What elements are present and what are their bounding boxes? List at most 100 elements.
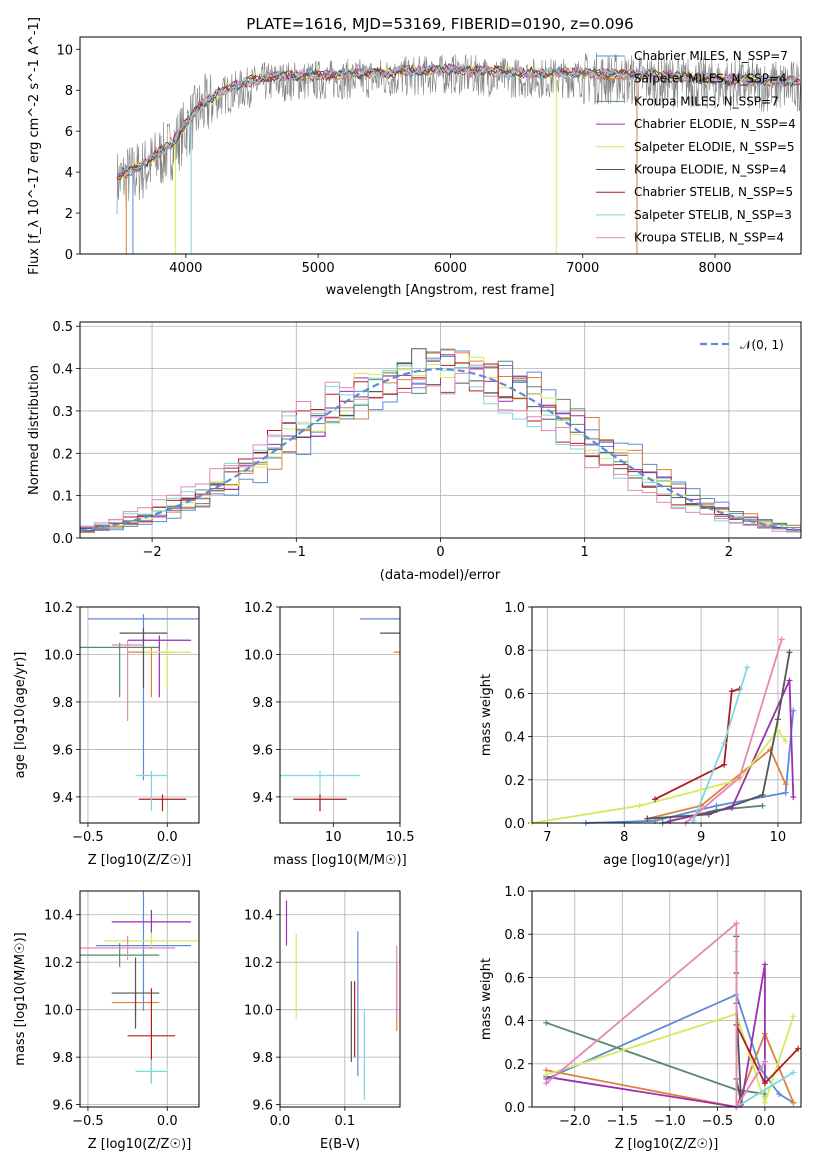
y-tick-label: 0.2 [504, 1058, 525, 1073]
errorbars [285, 900, 398, 1100]
y-tick-label: 0.4 [504, 1015, 525, 1030]
x-tick-label: 2 [725, 545, 733, 560]
weight-marker [651, 796, 658, 803]
panel-axes-frame [531, 890, 802, 1108]
weight-marker [790, 794, 797, 801]
x-tick-label: 6000 [434, 261, 467, 276]
weight-marker [786, 649, 793, 656]
x-tick-label: 0.0 [270, 1114, 291, 1129]
x-tick-label: −0.5 [702, 1114, 734, 1129]
spectrum-model-line [116, 64, 801, 181]
y-tick-label: 9.8 [252, 1051, 273, 1066]
y-tick-label: 9.6 [252, 1099, 273, 1114]
spectrum-title: PLATE=1616, MJD=53169, FIBERID=0190, z=0… [246, 15, 633, 33]
y-tick-label: 0.2 [504, 774, 525, 789]
panel-ylabel: mass [log10(M/M☉)] [13, 932, 28, 1065]
weight-marker [761, 1080, 768, 1087]
x-tick-label: 10 [325, 830, 342, 845]
y-tick-label: 0.8 [504, 928, 525, 943]
errorbars [80, 614, 199, 812]
histogram-ylabel: Normed distribution [27, 365, 42, 495]
weight-marker [644, 815, 651, 822]
y-tick-label: 10.2 [44, 601, 73, 616]
weight-marker [774, 716, 781, 723]
weight-marker [790, 1099, 797, 1106]
weight-marker [761, 1099, 768, 1106]
spectrum-ylabel: Flux [f_λ 10^-17 erg cm^-2 s^-1 A^-1] [27, 17, 42, 275]
legend-entry: Chabrier MILES, N_SSP=7 [634, 49, 788, 63]
y-tick-label: 10.2 [244, 601, 273, 616]
y-tick-label: 10.0 [44, 1004, 73, 1019]
y-tick-label: 10.2 [244, 956, 273, 971]
y-tick-label: 1.0 [504, 601, 525, 616]
panel-xlabel: E(B-V) [320, 1137, 360, 1152]
weight-series [546, 1021, 766, 1095]
weight-marker [790, 1069, 797, 1076]
x-tick-label: 0 [436, 545, 444, 560]
x-tick-label: 0.0 [157, 830, 178, 845]
x-tick-label: 10 [770, 830, 787, 845]
y-tick-label: 2 [65, 207, 73, 222]
weight-marker [782, 789, 789, 796]
y-tick-label: 9.8 [52, 1051, 73, 1066]
x-tick-label: −2.0 [559, 1114, 591, 1129]
weight-marker [543, 1071, 550, 1078]
y-tick-label: 9.8 [52, 696, 73, 711]
x-tick-label: 10.5 [386, 830, 415, 845]
x-tick-label: −0.5 [72, 1114, 104, 1129]
histogram-series [80, 359, 801, 533]
panel-ylabel: mass weight [479, 958, 494, 1040]
weight-marker [795, 1045, 802, 1052]
weight-series [546, 1012, 795, 1106]
x-tick-label: 8000 [698, 261, 731, 276]
y-tick-label: 9.4 [252, 791, 273, 806]
spectrum-data-line [116, 52, 801, 215]
y-tick-label: 10.2 [44, 956, 73, 971]
x-tick-label: −1.5 [607, 1114, 639, 1129]
y-tick-label: 0.0 [52, 532, 73, 547]
y-tick-label: 0.6 [504, 971, 525, 986]
panel-axes-frame [79, 890, 200, 1108]
weight-series [546, 964, 766, 1108]
weight-marker [776, 1091, 783, 1098]
weight-marker [636, 802, 643, 809]
legend-entry: Salpeter MILES, N_SSP=4 [634, 72, 787, 86]
panel-xlabel: age [log10(age/yr)] [603, 853, 730, 868]
legend-entry: Kroupa ELODIE, N_SSP=4 [634, 163, 787, 177]
normal-curve [79, 367, 802, 532]
weight-marker [761, 961, 768, 968]
x-tick-label: 0.1 [335, 1114, 356, 1129]
y-tick-label: 10.0 [244, 1004, 273, 1019]
y-tick-label: 0.3 [52, 405, 73, 420]
y-tick-label: 0 [65, 248, 73, 263]
weight-series [531, 728, 787, 824]
weight-marker [744, 664, 751, 671]
weight-marker [543, 1080, 550, 1087]
weight-marker [778, 636, 785, 643]
weight-marker [728, 688, 735, 695]
legend-entry: Kroupa MILES, N_SSP=7 [634, 94, 779, 108]
y-tick-label: 1.0 [504, 885, 525, 900]
legend-entry: Salpeter ELODIE, N_SSP=5 [634, 140, 795, 154]
errorbars [80, 891, 199, 1084]
weight-series [545, 921, 766, 1111]
x-tick-label: 0.0 [755, 1114, 776, 1129]
weight-marker [782, 737, 789, 744]
weight-series [647, 748, 787, 820]
x-tick-label: −1 [287, 545, 306, 560]
panel-axes-frame [279, 890, 401, 1108]
x-tick-label: 1 [581, 545, 589, 560]
weight-marker [761, 1058, 768, 1065]
panel-axes-frame [531, 606, 802, 824]
x-tick-label: 7000 [566, 261, 599, 276]
y-tick-label: 10.4 [44, 909, 73, 924]
y-tick-label: 9.6 [252, 743, 273, 758]
y-tick-label: 0.0 [504, 1101, 525, 1116]
y-tick-label: 8 [65, 84, 73, 99]
histogram-series [80, 351, 801, 532]
y-tick-label: 0.1 [52, 490, 73, 505]
weight-marker [543, 1019, 550, 1026]
y-tick-label: 0.4 [52, 363, 73, 378]
y-tick-label: 0.2 [52, 447, 73, 462]
x-tick-label: 9 [697, 830, 705, 845]
